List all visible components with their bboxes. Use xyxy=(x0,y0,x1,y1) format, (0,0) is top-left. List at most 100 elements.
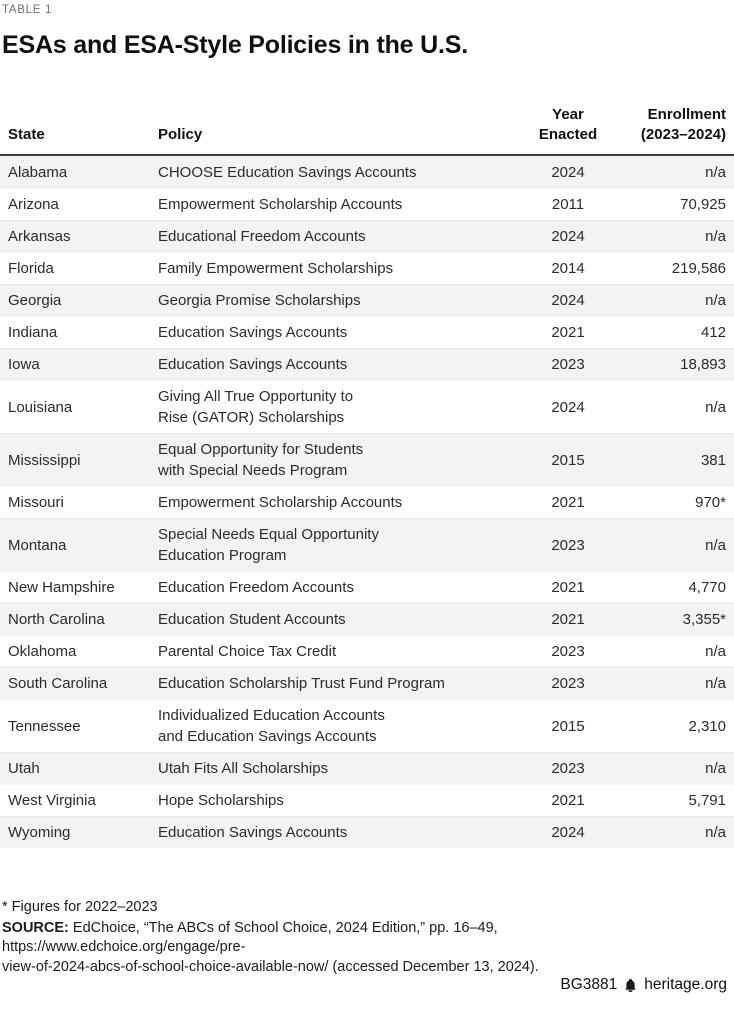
enrollment-cell: n/a xyxy=(705,292,726,309)
table-row: Alabama CHOOSE Education Savings Account… xyxy=(0,156,734,188)
enrollment-cell: 381 xyxy=(700,451,726,469)
year-enacted-cell: 2023 xyxy=(551,643,585,660)
state-cell: Georgia xyxy=(8,292,62,309)
table-row: Arkansas Educational Freedom Accounts 20… xyxy=(0,220,734,252)
enrollment-cell: n/a xyxy=(705,228,726,245)
year-enacted-cell: 2024 xyxy=(551,292,585,309)
state-cell: Wyoming xyxy=(8,824,71,841)
table-row: South Carolina Education Scholarship Tru… xyxy=(0,667,734,699)
policy-cell: Education Savings Accounts xyxy=(158,356,348,373)
table-row: Missouri Empowerment Scholarship Account… xyxy=(0,486,734,518)
year-enacted-cell: 2024 xyxy=(551,824,585,841)
policy-cell: Hope Scholarships xyxy=(158,792,284,809)
column-header-enrollment: Enrollment (2023–2024) xyxy=(640,106,726,143)
report-table-page: TABLE 1 ESAs and ESA-Style Policies in t… xyxy=(0,4,734,1019)
enrollment-cell: 3,355* xyxy=(682,611,726,628)
policy-cell: Education Scholarship Trust Fund Program xyxy=(158,675,445,692)
enrollment-cell: 18,893 xyxy=(680,356,726,373)
brand-domain: heritage.org xyxy=(644,976,727,993)
state-cell: Arizona xyxy=(8,196,59,213)
year-enacted-cell: 2024 xyxy=(551,398,585,416)
state-cell: Mississippi xyxy=(8,451,81,469)
column-header-year-enacted: Year Enacted xyxy=(538,106,598,143)
state-cell: South Carolina xyxy=(8,675,108,692)
footer-notes: * Figures for 2022–2023 SOURCE: EdChoice… xyxy=(2,898,726,977)
enrollment-cell: 219,586 xyxy=(671,260,726,277)
policy-cell: Special Needs Equal Opportunity Educatio… xyxy=(158,526,379,564)
year-enacted-cell: 2023 xyxy=(551,536,585,554)
table-row: New Hampshire Education Freedom Accounts… xyxy=(0,571,734,603)
table-row: Arizona Empowerment Scholarship Accounts… xyxy=(0,188,734,220)
column-header-state: State xyxy=(8,126,45,143)
table-row: Florida Family Empowerment Scholarships … xyxy=(0,252,734,284)
page-title: ESAs and ESA-Style Policies in the U.S. xyxy=(2,31,468,59)
table-row: Oklahoma Parental Choice Tax Credit 2023… xyxy=(0,635,734,667)
state-cell: Utah xyxy=(8,760,40,777)
state-cell: New Hampshire xyxy=(8,579,115,596)
table-row: Iowa Education Savings Accounts 2023 18,… xyxy=(0,348,734,380)
policy-cell: Giving All True Opportunity to Rise (GAT… xyxy=(158,388,354,426)
policy-cell: Family Empowerment Scholarships xyxy=(158,260,394,277)
document-branding: BG3881 heritage.org xyxy=(560,976,727,994)
policy-cell: Education Savings Accounts xyxy=(158,324,348,341)
table-row: North Carolina Education Student Account… xyxy=(0,603,734,635)
table-row: Tennessee Individualized Education Accou… xyxy=(0,699,734,752)
policy-cell: Education Freedom Accounts xyxy=(158,579,354,596)
state-cell: Alabama xyxy=(8,163,68,181)
enrollment-cell: 4,770 xyxy=(688,579,726,596)
document-id: BG3881 xyxy=(560,976,618,993)
state-cell: Tennessee xyxy=(8,717,81,735)
policy-cell: Parental Choice Tax Credit xyxy=(158,643,337,660)
policy-cell: Education Student Accounts xyxy=(158,611,346,628)
enrollment-cell: 70,925 xyxy=(680,196,726,213)
policy-cell: Individualized Education Accounts and Ed… xyxy=(158,707,385,745)
state-cell: Louisiana xyxy=(8,398,73,416)
policy-cell: Utah Fits All Scholarships xyxy=(158,760,329,777)
year-enacted-cell: 2011 xyxy=(551,196,585,213)
policy-cell: Georgia Promise Scholarships xyxy=(158,292,361,309)
policy-cell: Education Savings Accounts xyxy=(158,824,348,841)
policy-cell: Empowerment Scholarship Accounts xyxy=(158,196,403,213)
year-enacted-cell: 2021 xyxy=(551,324,585,341)
asterisk-footnote: * Figures for 2022–2023 xyxy=(2,899,158,915)
source-citation: SOURCE: EdChoice, “The ABCs of School Ch… xyxy=(2,919,726,978)
enrollment-cell: n/a xyxy=(705,536,726,554)
enrollment-cell: n/a xyxy=(705,824,726,841)
table-number-label: TABLE 1 xyxy=(2,4,53,16)
state-cell: Oklahoma xyxy=(8,643,77,660)
year-enacted-cell: 2024 xyxy=(551,163,585,181)
state-cell: Arkansas xyxy=(8,228,71,245)
policy-cell: Equal Opportunity for Students with Spec… xyxy=(158,441,364,479)
table-header-row: State Policy Year Enacted Enrollment (20… xyxy=(0,105,734,156)
liberty-bell-icon xyxy=(623,978,638,993)
table-body: Alabama CHOOSE Education Savings Account… xyxy=(0,156,734,848)
enrollment-cell: n/a xyxy=(705,760,726,777)
enrollment-cell: n/a xyxy=(705,643,726,660)
year-enacted-cell: 2021 xyxy=(551,579,585,596)
enrollment-cell: 2,310 xyxy=(688,717,726,735)
state-cell: Florida xyxy=(8,260,54,277)
year-enacted-cell: 2021 xyxy=(551,494,585,511)
policy-cell: Educational Freedom Accounts xyxy=(158,228,366,245)
year-enacted-cell: 2023 xyxy=(551,675,585,692)
table-row: Louisiana Giving All True Opportunity to… xyxy=(0,380,734,433)
state-cell: Indiana xyxy=(8,324,58,341)
source-text: EdChoice, “The ABCs of School Choice, 20… xyxy=(2,919,539,975)
year-enacted-cell: 2014 xyxy=(551,260,585,277)
table-row: Montana Special Needs Equal Opportunity … xyxy=(0,518,734,571)
table-row: Utah Utah Fits All Scholarships 2023 n/a xyxy=(0,752,734,784)
table-row: Mississippi Equal Opportunity for Studen… xyxy=(0,433,734,486)
state-cell: North Carolina xyxy=(8,611,105,628)
enrollment-cell: n/a xyxy=(705,163,726,181)
year-enacted-cell: 2015 xyxy=(551,717,585,735)
table-row: Wyoming Education Savings Accounts 2024 … xyxy=(0,816,734,848)
state-cell: Iowa xyxy=(8,356,40,373)
policy-cell: Empowerment Scholarship Accounts xyxy=(158,494,403,511)
enrollment-cell: n/a xyxy=(705,675,726,692)
year-enacted-cell: 2021 xyxy=(551,792,585,809)
enrollment-cell: 5,791 xyxy=(688,792,726,809)
state-cell: Missouri xyxy=(8,494,64,511)
year-enacted-cell: 2023 xyxy=(551,760,585,777)
enrollment-cell: 412 xyxy=(700,324,726,341)
table-row: Indiana Education Savings Accounts 2021 … xyxy=(0,316,734,348)
